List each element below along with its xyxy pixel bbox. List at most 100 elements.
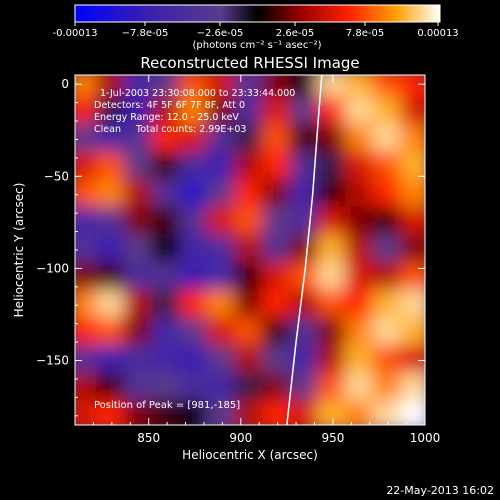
peak-position-label: Position of Peak = [981,-185]: [94, 400, 240, 411]
heatmap-cell: [372, 96, 404, 128]
heatmap-cell: [372, 75, 404, 101]
heatmap-cell: [75, 123, 101, 156]
y-axis-label: Heliocentric Y (arcsec): [12, 183, 26, 318]
heatmap-cell: [123, 344, 156, 377]
heatmap-cell: [234, 206, 266, 239]
annotation-time: 1-Jul-2003 23:30:08.000 to 23:33:44.000: [100, 88, 295, 99]
heatmap-cell: [151, 372, 183, 404]
heatmap-cell: [206, 317, 239, 349]
x-tick-label: 900: [229, 431, 252, 445]
heatmap-cell: [151, 289, 183, 322]
heatmap-cell: [151, 234, 183, 266]
heatmap-cell: [399, 317, 425, 349]
heatmap-cell: [261, 234, 294, 266]
heatmap-cell: [399, 206, 425, 239]
heatmap-cell: [317, 261, 349, 294]
heatmap-cell: [261, 261, 294, 294]
heatmap-cell: [234, 151, 266, 183]
heatmap-cell: [178, 234, 211, 266]
heatmap-cell: [75, 372, 101, 404]
heatmap-cell: [206, 289, 239, 322]
heatmap-cell: [344, 151, 377, 183]
heatmap-cell: [234, 344, 266, 377]
heatmap-cell: [75, 399, 101, 425]
heatmap-cell: [123, 123, 156, 156]
heatmap-cell: [234, 399, 266, 425]
heatmap-cell: [151, 178, 183, 211]
heatmap-cell: [234, 317, 266, 349]
heatmap-cell: [206, 75, 239, 101]
heatmap-cell: [123, 399, 156, 425]
x-tick-label: 950: [321, 431, 344, 445]
heatmap-cell: [123, 234, 156, 266]
heatmap-cell: [206, 178, 239, 211]
heatmap-cells: [75, 75, 425, 425]
heatmap-cell: [372, 178, 404, 211]
heatmap-cell: [178, 178, 211, 211]
heatmap-cell: [372, 151, 404, 183]
heatmap-cell: [317, 123, 349, 156]
heatmap-cell: [289, 206, 322, 239]
heatmap-cell: [372, 399, 404, 425]
heatmap-cell: [344, 261, 377, 294]
heatmap-cell: [206, 96, 239, 128]
heatmap-cell: [123, 75, 156, 101]
heatmap-cell: [372, 206, 404, 239]
heatmap-cell: [206, 151, 239, 183]
heatmap-cell: [317, 206, 349, 239]
heatmap-cell: [96, 206, 128, 239]
heatmap-cell: [123, 372, 156, 404]
heatmap-cell: [317, 399, 349, 425]
colorbar-tick-label: −7.8e-05: [122, 28, 169, 39]
heatmap-cell: [372, 289, 404, 322]
y-tick-label: −150: [36, 354, 69, 368]
heatmap-cell: [75, 178, 101, 211]
heatmap-cell: [399, 399, 425, 425]
solar-limb-curve: [286, 75, 323, 425]
heatmap-cell: [234, 234, 266, 266]
heatmap-cell: [372, 317, 404, 349]
heatmap-cell: [151, 75, 183, 101]
heatmap-cell: [96, 178, 128, 211]
heatmap-cell: [75, 96, 101, 128]
heatmap-cell: [96, 151, 128, 183]
heatmap-cell: [96, 234, 128, 266]
heatmap-cell: [261, 75, 294, 101]
heatmap-cell: [372, 234, 404, 266]
colorbar-tick-label: 0.00013: [417, 28, 458, 39]
heatmap-cell: [372, 372, 404, 404]
heatmap-cell: [96, 289, 128, 322]
heatmap-cell: [372, 261, 404, 294]
heatmap-cell: [178, 75, 211, 101]
heatmap-cell: [75, 206, 101, 239]
heatmap-cell: [178, 372, 211, 404]
heatmap-cell: [178, 344, 211, 377]
heatmap-cell: [344, 317, 377, 349]
heatmap-cell: [96, 123, 128, 156]
heatmap-cell: [123, 261, 156, 294]
heatmap-cell: [96, 261, 128, 294]
heatmap-cell: [234, 178, 266, 211]
heatmap-cell: [372, 123, 404, 156]
heatmap-cell: [75, 75, 101, 101]
heatmap-cell: [289, 399, 322, 425]
heatmap-cell: [234, 372, 266, 404]
heatmap-cell: [261, 96, 294, 128]
heatmap-cell: [344, 399, 377, 425]
heatmap-cell: [123, 96, 156, 128]
heatmap-cell: [317, 344, 349, 377]
heatmap-cell: [372, 344, 404, 377]
heatmap-cell: [261, 123, 294, 156]
heatmap-cell: [289, 289, 322, 322]
heatmap-cell: [178, 96, 211, 128]
heatmap-cell: [317, 372, 349, 404]
heatmap-cell: [289, 317, 322, 349]
heatmap-cell: [206, 206, 239, 239]
heatmap-cell: [399, 151, 425, 183]
heatmap-cell: [234, 96, 266, 128]
heatmap-cell: [399, 123, 425, 156]
heatmap-cell: [123, 289, 156, 322]
x-tick-label: 850: [137, 431, 160, 445]
colorbar-units: (photons cm⁻² s⁻¹ asec⁻²): [192, 40, 321, 51]
